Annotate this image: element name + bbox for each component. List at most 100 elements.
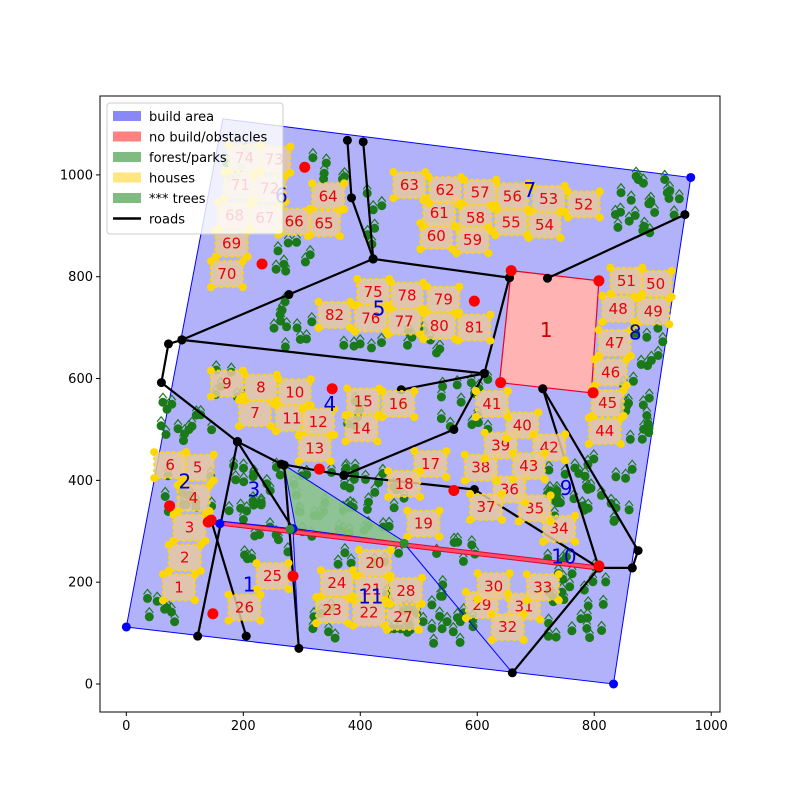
- tree-marker: [389, 497, 399, 505]
- house-corner-marker: [173, 507, 182, 516]
- house-footprint: [381, 390, 416, 418]
- house-footprint: [597, 328, 632, 357]
- house-footprint: [494, 208, 529, 237]
- tree-marker: [378, 463, 388, 470]
- house-corner-marker: [271, 401, 280, 410]
- house-corner-marker: [206, 392, 215, 401]
- house-footprint: [566, 190, 601, 219]
- tree-marker: [436, 414, 446, 424]
- tree-marker: [674, 194, 684, 204]
- tree-marker: [642, 327, 652, 334]
- tree-marker: [452, 607, 462, 615]
- house-corner-marker: [314, 323, 323, 332]
- tree-marker: [552, 480, 562, 488]
- tree-marker: [283, 238, 293, 248]
- tree-marker: [224, 500, 234, 508]
- house-footprint: [511, 452, 546, 481]
- house-footprint: [385, 602, 420, 631]
- tree-marker: [456, 392, 466, 399]
- house-corner-marker: [312, 619, 321, 628]
- road-node: [627, 563, 637, 573]
- house-label: 33: [533, 578, 552, 596]
- house-label: 23: [323, 601, 342, 619]
- tree-marker: [467, 534, 477, 542]
- house-corner-marker: [343, 384, 352, 393]
- x-tick-label: 600: [465, 719, 490, 734]
- tree-marker: [355, 333, 365, 341]
- forest-node: [285, 524, 295, 534]
- house-corner-marker: [473, 569, 482, 578]
- house-label: 8: [256, 379, 266, 397]
- tree-marker: [565, 576, 575, 584]
- house-corner-marker: [492, 476, 501, 485]
- tree-marker: [271, 530, 281, 540]
- house-corner-marker: [238, 283, 247, 292]
- tree-marker: [597, 626, 607, 635]
- house-label: 69: [222, 235, 241, 253]
- tree-marker: [179, 436, 188, 446]
- road-line: [400, 372, 485, 391]
- house-label: 19: [414, 515, 433, 533]
- tree-marker: [642, 405, 652, 412]
- house-corner-marker: [480, 454, 489, 463]
- house-label: 70: [217, 265, 236, 283]
- road-node: [241, 631, 251, 641]
- tree-marker: [638, 178, 648, 188]
- house-corner-marker: [267, 422, 275, 431]
- tree-marker: [452, 613, 462, 623]
- tree-marker: [340, 548, 350, 558]
- tree-marker: [601, 571, 611, 579]
- tree-marker: [574, 463, 584, 470]
- road-line: [547, 213, 686, 280]
- tree-marker: [627, 464, 637, 474]
- tree-marker: [551, 627, 561, 634]
- road-node: [342, 135, 352, 145]
- tree-marker: [669, 205, 679, 212]
- house-label: 37: [476, 498, 495, 516]
- district-label: 1: [243, 573, 256, 597]
- tree-marker: [341, 463, 351, 473]
- nodes-layer: [121, 161, 696, 689]
- house-corner-marker: [454, 310, 463, 319]
- tree-marker: [226, 362, 236, 369]
- house-corner-marker: [461, 588, 470, 597]
- tree-marker: [637, 434, 647, 444]
- house-corner-marker: [419, 222, 428, 231]
- house-corner-marker: [206, 366, 215, 375]
- tree-marker: [643, 413, 653, 420]
- house-footprint: [455, 226, 490, 255]
- house-corner-marker: [473, 595, 482, 604]
- house-corner-marker: [484, 223, 493, 232]
- road-node: [538, 384, 548, 394]
- tree-marker: [644, 393, 654, 403]
- tree-marker: [455, 637, 465, 647]
- legend-label: houses: [149, 172, 195, 187]
- house-corner-marker: [503, 413, 512, 421]
- tree-marker: [582, 618, 592, 625]
- axes-frame: [99, 95, 721, 713]
- tree-marker: [624, 216, 634, 226]
- house-corner-marker: [284, 559, 293, 568]
- house-corner-marker: [484, 249, 493, 258]
- road-node: [279, 460, 289, 470]
- house-corner-marker: [343, 410, 352, 419]
- house-footprint: [609, 266, 644, 295]
- road-line: [160, 338, 239, 443]
- tree-marker: [674, 188, 684, 196]
- house-corner-marker: [158, 570, 167, 579]
- tree-marker: [577, 496, 587, 503]
- tree-marker: [644, 193, 654, 201]
- house-footprint: [352, 598, 387, 627]
- house-label: 57: [471, 184, 490, 202]
- house-corner-marker: [524, 179, 533, 188]
- tree-marker: [367, 337, 376, 345]
- tree-marker: [239, 458, 248, 465]
- house-corner-marker: [298, 404, 307, 413]
- house-corner-marker: [554, 596, 563, 605]
- house-corner-marker: [384, 330, 393, 339]
- house-corner-marker: [598, 291, 607, 300]
- road-line: [346, 140, 375, 260]
- district-label: 8: [629, 321, 642, 345]
- house-corner-marker: [336, 232, 345, 241]
- tree-marker: [265, 517, 275, 524]
